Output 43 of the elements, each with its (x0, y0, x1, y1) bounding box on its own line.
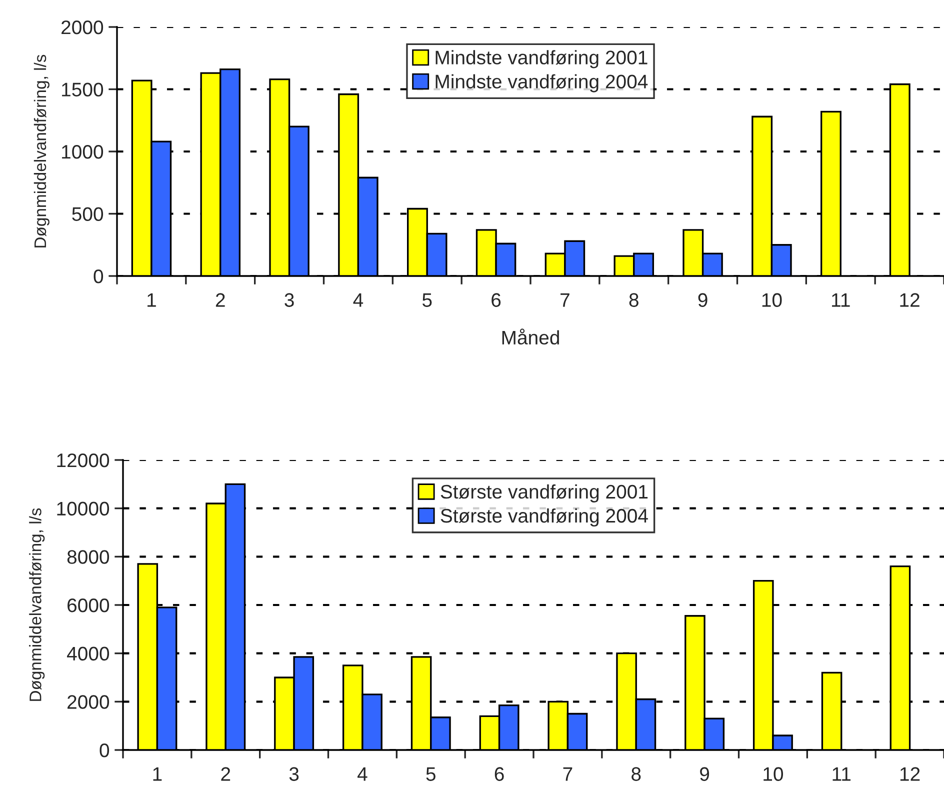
x-tick-label: 8 (632, 767, 641, 781)
y-tick-label: 8000 (67, 550, 110, 564)
x-tick-label: 7 (560, 293, 570, 307)
y-tick-label: 2000 (68, 695, 110, 709)
x-tick-label: 3 (284, 293, 294, 307)
y-tick-label: 0 (100, 743, 110, 758)
x-tick-label: 3 (289, 767, 299, 781)
y-axis-title: Døgnmiddelvandføring, l/s (29, 508, 45, 701)
x-tick-label: 11 (832, 293, 850, 307)
x-tick-label: 10 (764, 767, 784, 781)
x-tick-label: 1 (148, 293, 156, 307)
x-tick-label: 2 (216, 293, 225, 307)
x-tick-label: 12 (900, 293, 920, 307)
x-tick-label: 6 (494, 767, 504, 781)
y-tick-label: 12000 (57, 453, 110, 468)
y-tick-label: 2000 (62, 20, 104, 34)
x-tick-label: 6 (492, 293, 501, 307)
x-tick-label: 11 (832, 767, 851, 781)
x-tick-label: 10 (762, 293, 782, 307)
legend-label: Mindste vandføring 2001 (436, 50, 648, 68)
x-tick-label: 5 (426, 767, 436, 781)
y-tick-label: 1500 (62, 82, 104, 96)
x-tick-label: 9 (698, 293, 708, 307)
x-tick-label: 1 (153, 767, 162, 781)
x-tick-label: 8 (629, 293, 638, 307)
x-axis-title: Måned (502, 328, 559, 345)
y-tick-label: 4000 (67, 646, 110, 661)
x-tick-label: 2 (221, 767, 230, 781)
legend-label: Største vandføring 2004 (440, 508, 648, 527)
x-tick-label: 7 (563, 767, 572, 781)
y-tick-label: 0 (94, 269, 104, 284)
legend-label: Største vandføring 2001 (440, 484, 648, 502)
y-axis-title: Døgnmiddelvandføring, l/s (34, 54, 50, 248)
y-tick-label: 6000 (68, 598, 110, 612)
y-tick-label: 500 (72, 207, 104, 221)
x-tick-label: 5 (422, 293, 432, 307)
y-tick-label: 1000 (62, 144, 104, 159)
x-tick-label: 12 (900, 767, 920, 781)
legend-label: Mindste vandføring 2004 (436, 74, 648, 92)
x-tick-label: 4 (353, 293, 364, 307)
x-tick-label: 4 (358, 767, 368, 781)
x-tick-label: 9 (700, 767, 710, 781)
y-tick-label: 10000 (57, 502, 110, 516)
